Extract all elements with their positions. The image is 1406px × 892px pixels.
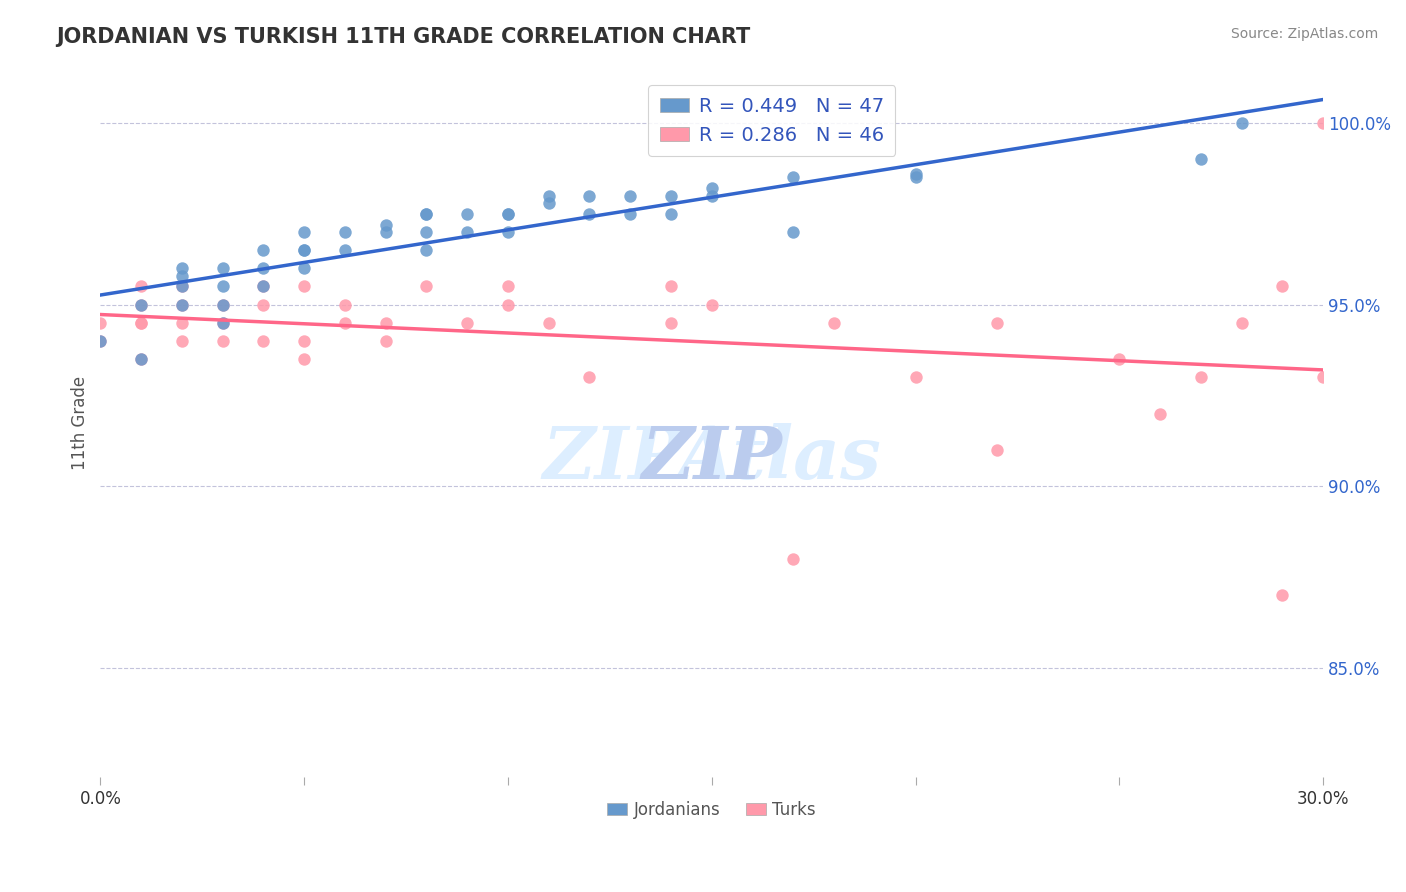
Point (374, 218, 396, 232)
Point (170, 316, 193, 330)
Point (1189, 153, 1212, 167)
Point (211, 316, 233, 330)
Point (456, 207, 478, 221)
Point (415, 207, 437, 221)
Point (252, 334, 274, 348)
Point (986, 442, 1008, 457)
Point (1312, 370, 1334, 384)
Point (700, 188, 723, 202)
Text: ZIPAtlas: ZIPAtlas (543, 423, 882, 493)
Point (252, 279, 274, 293)
Point (1271, 279, 1294, 293)
Point (170, 298, 193, 312)
Point (415, 243, 437, 257)
Point (659, 316, 682, 330)
Point (170, 279, 193, 293)
Point (619, 207, 641, 221)
Point (252, 298, 274, 312)
Point (456, 225, 478, 239)
Point (1230, 116, 1253, 130)
Point (700, 298, 723, 312)
Point (496, 279, 519, 293)
Point (496, 298, 519, 312)
Point (333, 316, 356, 330)
Point (578, 370, 600, 384)
Point (659, 279, 682, 293)
Point (619, 188, 641, 202)
Point (211, 298, 233, 312)
Point (1149, 407, 1171, 421)
Point (374, 316, 396, 330)
Point (1230, 316, 1253, 330)
Point (904, 167, 927, 181)
Text: Source: ZipAtlas.com: Source: ZipAtlas.com (1230, 27, 1378, 41)
Point (170, 268, 193, 283)
Point (292, 352, 315, 367)
Point (333, 298, 356, 312)
Point (211, 261, 233, 276)
Point (659, 207, 682, 221)
Point (823, 316, 845, 330)
Point (129, 316, 152, 330)
Point (333, 243, 356, 257)
Point (292, 225, 315, 239)
Text: JORDANIAN VS TURKISH 11TH GRADE CORRELATION CHART: JORDANIAN VS TURKISH 11TH GRADE CORRELAT… (56, 27, 751, 46)
Point (129, 316, 152, 330)
Point (292, 279, 315, 293)
Point (211, 316, 233, 330)
Point (129, 298, 152, 312)
Point (129, 352, 152, 367)
Point (782, 170, 804, 185)
Point (170, 334, 193, 348)
Point (170, 261, 193, 276)
Point (129, 352, 152, 367)
Point (252, 261, 274, 276)
Point (496, 225, 519, 239)
Point (211, 298, 233, 312)
Point (904, 170, 927, 185)
Point (986, 316, 1008, 330)
Point (211, 334, 233, 348)
Point (456, 316, 478, 330)
Point (170, 279, 193, 293)
Point (129, 279, 152, 293)
Point (374, 334, 396, 348)
Point (1108, 352, 1130, 367)
Point (292, 261, 315, 276)
Point (170, 298, 193, 312)
Point (211, 279, 233, 293)
Point (252, 279, 274, 293)
Point (537, 195, 560, 210)
Point (496, 207, 519, 221)
Point (292, 243, 315, 257)
Point (1312, 116, 1334, 130)
Point (129, 298, 152, 312)
Legend: Jordanians, Turks: Jordanians, Turks (600, 794, 823, 825)
Point (659, 188, 682, 202)
Point (292, 243, 315, 257)
Point (89, 334, 111, 348)
Point (1271, 588, 1294, 602)
Point (578, 207, 600, 221)
Y-axis label: 11th Grade: 11th Grade (72, 376, 89, 470)
Point (782, 225, 804, 239)
Point (415, 225, 437, 239)
Point (292, 334, 315, 348)
Point (89, 316, 111, 330)
Point (496, 207, 519, 221)
Point (904, 370, 927, 384)
Point (252, 243, 274, 257)
Point (537, 188, 560, 202)
Point (782, 552, 804, 566)
Point (1189, 370, 1212, 384)
Point (700, 181, 723, 195)
Point (89, 334, 111, 348)
Point (537, 316, 560, 330)
Point (578, 188, 600, 202)
Point (374, 225, 396, 239)
Point (333, 225, 356, 239)
Point (415, 279, 437, 293)
Text: ZIP: ZIP (641, 423, 782, 493)
Point (415, 207, 437, 221)
